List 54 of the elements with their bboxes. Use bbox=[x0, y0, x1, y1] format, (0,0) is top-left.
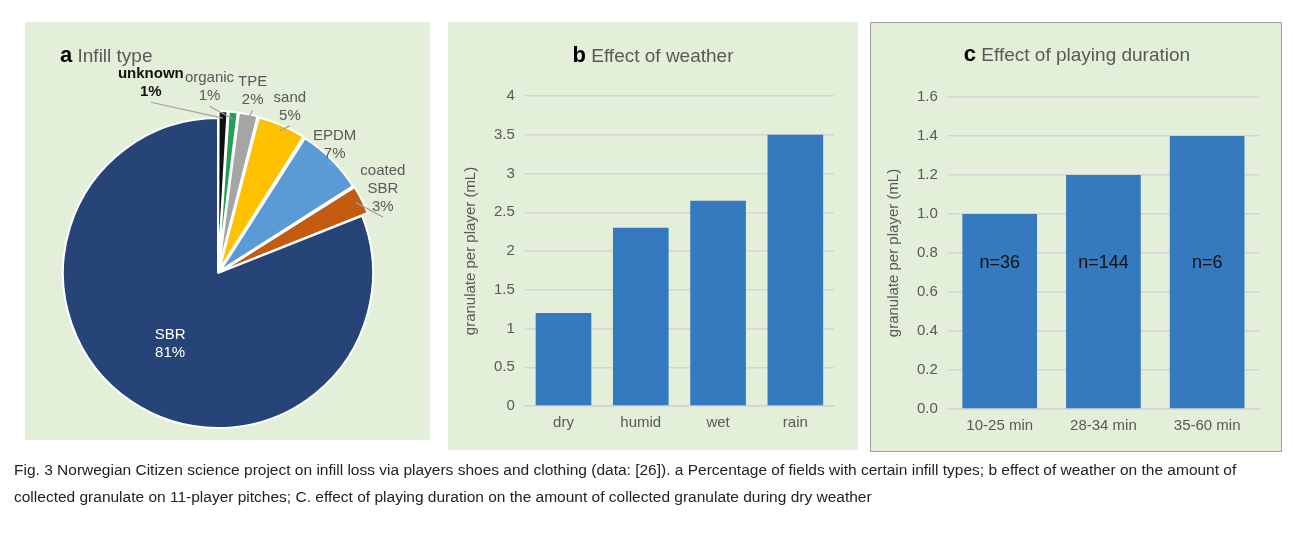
bar bbox=[962, 214, 1038, 409]
y-tick-label: 1.4 bbox=[916, 126, 938, 144]
x-tick-label: 28-34 min bbox=[1070, 416, 1137, 434]
bar bbox=[767, 134, 824, 406]
data-label: 1% bbox=[140, 82, 162, 100]
bar bbox=[690, 200, 746, 406]
y-tick-label: 0.6 bbox=[916, 282, 938, 300]
data-label: 1% bbox=[198, 86, 221, 104]
y-tick-label: 3 bbox=[506, 163, 515, 181]
y-tick-label: 0.0 bbox=[916, 399, 938, 417]
y-tick-label: 0.8 bbox=[916, 243, 938, 261]
x-tick-label: 35-60 min bbox=[1173, 416, 1241, 434]
chart-title: c Effect of playing duration bbox=[962, 41, 1192, 67]
x-tick-label: humid bbox=[620, 413, 662, 431]
y-tick-label: 1.2 bbox=[916, 165, 938, 183]
x-tick-label: dry bbox=[553, 413, 575, 431]
annotation: n=144 bbox=[1078, 251, 1129, 272]
y-tick-label: 3.5 bbox=[493, 124, 515, 142]
slice-label: sand bbox=[273, 88, 307, 106]
y-tick-label: 0.2 bbox=[916, 360, 938, 378]
y-axis-title: granulate per player (mL) bbox=[461, 166, 479, 336]
data-label: 2% bbox=[241, 90, 264, 108]
y-tick-label: 1.5 bbox=[493, 279, 515, 297]
slice-label: TPE bbox=[238, 72, 268, 90]
data-label: 3% bbox=[371, 197, 394, 215]
annotation: n=6 bbox=[1191, 251, 1223, 272]
annotation: n=36 bbox=[979, 251, 1020, 272]
data-label: 5% bbox=[279, 106, 301, 124]
y-tick-label: 0.5 bbox=[493, 357, 515, 375]
y-axis-title: granulate per player (mL) bbox=[884, 168, 902, 338]
caption: Fig. 3 Norwegian Citizen science project on infill loss via players shoes and clothing (data: [26]). a Percentage of fields with certain infill types; b effect of weather on the amount of collected granulate on 11-player pitches; C. effect of playing duration on the amount of collected granulate during dry weather bbox=[14, 460, 1238, 507]
y-tick-label: 1 bbox=[506, 318, 515, 336]
x-tick-label: 10-25 min bbox=[966, 416, 1034, 434]
y-tick-label: 2 bbox=[506, 241, 515, 259]
y-tick-label: 0 bbox=[506, 396, 515, 414]
y-tick-label: 0.4 bbox=[916, 321, 938, 339]
slice-label: coated SBR bbox=[360, 161, 406, 197]
y-tick-label: 1.0 bbox=[916, 204, 938, 222]
bar bbox=[1066, 175, 1141, 409]
bar bbox=[535, 313, 592, 406]
slice-label: organic bbox=[184, 68, 235, 86]
bar bbox=[1169, 136, 1245, 409]
slice-label: EPDM bbox=[312, 126, 357, 144]
data-label: 7% bbox=[323, 144, 346, 162]
y-tick-label: 4 bbox=[506, 86, 515, 104]
chart-title: b Effect of weather bbox=[571, 42, 735, 68]
slice-label: SBR bbox=[154, 324, 186, 342]
y-tick-label: 1.6 bbox=[916, 87, 938, 105]
x-tick-label: wet bbox=[705, 413, 731, 431]
data-label: 81% bbox=[155, 342, 186, 360]
bar bbox=[612, 227, 669, 406]
y-tick-label: 2.5 bbox=[493, 202, 515, 220]
x-tick-label: rain bbox=[782, 413, 808, 431]
chart-title: a Infill type bbox=[60, 42, 153, 68]
